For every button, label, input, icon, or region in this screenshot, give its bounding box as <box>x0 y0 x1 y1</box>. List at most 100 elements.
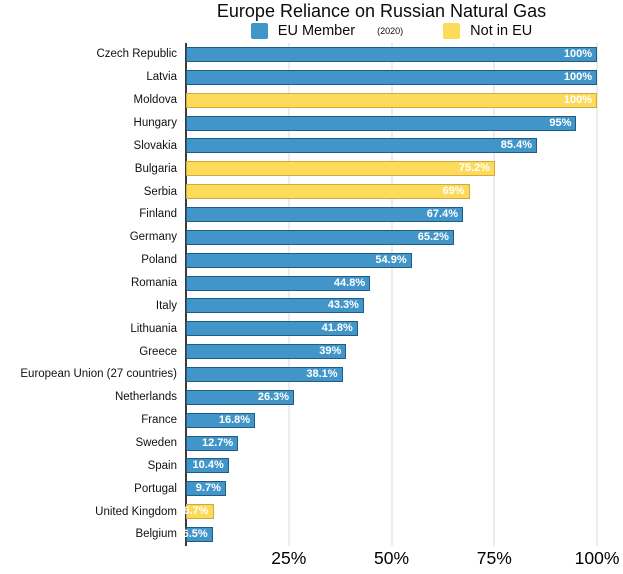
country-label: Czech Republic <box>96 48 177 61</box>
value-label: 54.9% <box>375 253 407 266</box>
chart-row: Belgium 6.5% <box>0 523 597 546</box>
bar: 85.4% <box>186 138 537 154</box>
country-label: Belgium <box>135 528 177 541</box>
year-note: (2020) <box>377 25 404 36</box>
chart-row: Germany 65.2% <box>0 226 597 249</box>
chart-legend: EU Member (2020) Not in EU <box>186 21 597 40</box>
country-label: Netherlands <box>114 391 177 404</box>
bar: 100% <box>186 92 597 108</box>
chart-row: United Kingdom 6.7% <box>0 500 597 523</box>
country-label: Italy <box>155 299 177 312</box>
bar: 75.2% <box>186 161 496 177</box>
chart-row: Czech Republic 100% <box>0 43 597 66</box>
x-axis: 25% 50% 75% 100% <box>186 548 619 572</box>
bar: 95% <box>186 115 577 131</box>
country-label: Hungary <box>133 117 177 129</box>
bar-track: 69% <box>186 184 597 200</box>
value-label: 44.8% <box>333 276 366 289</box>
bar-track: 6.7% <box>183 504 597 520</box>
value-label: 100% <box>563 47 592 60</box>
country-label: Bulgaria <box>134 162 177 175</box>
bar: 67.4% <box>186 206 463 222</box>
bar-track: 9.7% <box>186 481 597 497</box>
value-label: 26.3% <box>257 390 290 403</box>
chart-row: Serbia 69% <box>0 180 597 203</box>
bar-track: 38.1% <box>186 366 597 382</box>
bar: 43.3% <box>186 298 364 314</box>
country-label: France <box>141 414 177 427</box>
country-label: Slovakia <box>133 139 177 152</box>
x-tick-label: 75% <box>476 548 512 568</box>
gridline <box>493 43 495 546</box>
chart-row: Poland 54.9% <box>0 249 597 272</box>
value-label: 38.1% <box>306 367 338 380</box>
bar-track: 16.8% <box>186 412 597 428</box>
bar: 65.2% <box>186 229 454 245</box>
value-label: 9.7% <box>195 482 221 495</box>
bar-track: 6.5% <box>182 526 597 542</box>
value-label: 39% <box>319 345 342 358</box>
bar-track: 75.2% <box>186 161 597 177</box>
y-axis-line <box>185 43 187 546</box>
value-label: 43.3% <box>327 299 359 312</box>
chart-row: Portugal 9.7% <box>0 477 597 500</box>
bar: 6.5% <box>182 526 213 542</box>
country-label: Greece <box>139 345 177 358</box>
country-label: Germany <box>129 231 177 244</box>
bar-track: 43.3% <box>186 298 597 314</box>
country-label: United Kingdom <box>95 505 177 518</box>
country-label: European Union (27 countries) <box>20 368 177 381</box>
gridlines <box>186 43 598 546</box>
chart-row: Spain 10.4% <box>0 454 597 477</box>
country-label: Spain <box>147 459 177 472</box>
chart-rows: Czech Republic 100% Latvia 100% Moldova 100% H… <box>0 43 597 546</box>
chart-row: Hungary 95% <box>0 112 597 135</box>
bar: 100% <box>186 69 597 85</box>
chart-row: Netherlands 26.3% <box>0 386 597 409</box>
x-tick-label: 100% <box>574 548 620 568</box>
chart-row: Slovakia 85.4% <box>0 134 597 157</box>
bar: 26.3% <box>186 389 295 405</box>
country-label: Poland <box>141 254 177 267</box>
value-label: 65.2% <box>417 230 449 243</box>
x-tick-label: 25% <box>271 548 307 568</box>
bar: 69% <box>186 184 470 200</box>
chart-row: Greece 39% <box>0 340 597 363</box>
country-label: Romania <box>130 277 177 290</box>
bar: 12.7% <box>186 435 239 451</box>
country-label: Serbia <box>143 185 177 198</box>
bar: 39% <box>186 344 347 360</box>
x-tick-label: 50% <box>373 548 410 568</box>
bar-track: 95% <box>186 115 597 131</box>
bar-track: 67.4% <box>186 206 597 222</box>
bar-track: 54.9% <box>186 252 597 268</box>
country-label: Moldova <box>133 94 177 107</box>
bar: 44.8% <box>186 275 371 291</box>
eu-member-swatch-icon <box>250 22 268 39</box>
chart-row: Finland 67.4% <box>0 203 597 226</box>
chart-row: Sweden 12.7% <box>0 432 597 455</box>
bar: 9.7% <box>186 481 226 497</box>
country-label: Lithuania <box>130 322 177 335</box>
chart-row: Lithuania 41.8% <box>0 317 597 340</box>
bar: 16.8% <box>186 412 256 428</box>
bar: 41.8% <box>186 321 358 337</box>
country-label: Portugal <box>134 482 177 495</box>
bar-track: 65.2% <box>186 229 597 245</box>
chart-row: Moldova 100% <box>0 89 597 112</box>
bar: 38.1% <box>186 366 343 382</box>
value-label: 12.7% <box>201 436 234 449</box>
bar-track: 10.4% <box>186 458 597 474</box>
chart-title: Europe Reliance on Russian Natural Gas <box>216 1 547 21</box>
chart-row: Latvia 100% <box>0 66 597 89</box>
value-label: 16.8% <box>218 413 251 426</box>
chart-row: Romania 44.8% <box>0 272 597 295</box>
value-label: 6.5% <box>182 527 208 540</box>
bar-track: 44.8% <box>186 275 597 291</box>
chart-row: European Union (27 countries) 38.1% <box>0 363 597 386</box>
gridline <box>288 43 290 546</box>
country-label: Latvia <box>146 71 177 84</box>
value-label: 6.7% <box>183 505 209 518</box>
eu-member-legend-label: EU Member <box>277 22 356 39</box>
